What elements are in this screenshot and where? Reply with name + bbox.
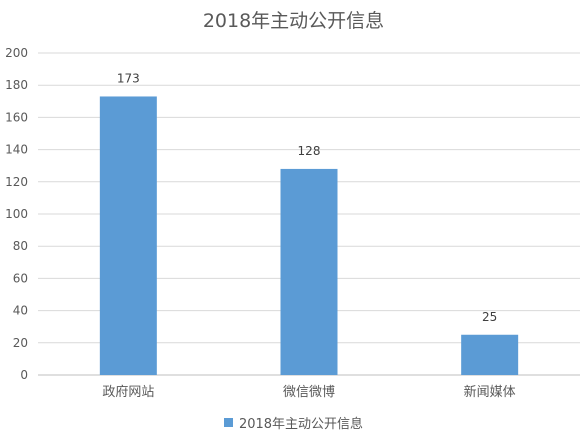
bar xyxy=(461,334,519,375)
bars xyxy=(99,96,519,375)
category-label: 新闻媒体 xyxy=(464,384,516,400)
category-labels: 政府网站 微信微博 新闻媒体 xyxy=(102,384,515,400)
y-tick-label: 0 xyxy=(20,368,28,382)
category-label: 微信微博 xyxy=(283,385,335,400)
y-tick-label: 60 xyxy=(13,271,28,285)
legend-swatch xyxy=(223,418,233,427)
y-tick-label: 100 xyxy=(5,207,28,221)
y-tick-label: 120 xyxy=(5,175,28,189)
bar xyxy=(280,168,338,375)
y-tick-label: 40 xyxy=(13,304,28,318)
y-axis-ticks: 0 20 40 60 80 100 120 140 160 180 200 xyxy=(5,46,28,382)
category-label: 政府网站 xyxy=(102,385,154,400)
data-label: 173 xyxy=(117,71,140,85)
legend-label: 2018年主动公开信息 xyxy=(238,417,364,432)
bar xyxy=(99,96,157,375)
y-tick-label: 20 xyxy=(13,336,28,350)
y-tick-label: 200 xyxy=(5,46,28,60)
data-label: 25 xyxy=(482,310,497,324)
data-label: 128 xyxy=(298,144,321,158)
data-labels: 173 128 25 xyxy=(117,71,497,323)
y-tick-label: 160 xyxy=(5,110,28,124)
y-tick-label: 140 xyxy=(5,143,28,157)
y-tick-label: 80 xyxy=(13,239,28,253)
y-tick-label: 180 xyxy=(5,78,28,92)
legend: 2018年主动公开信息 xyxy=(0,413,587,432)
chart-title: 2018年主动公开信息 xyxy=(202,10,385,32)
